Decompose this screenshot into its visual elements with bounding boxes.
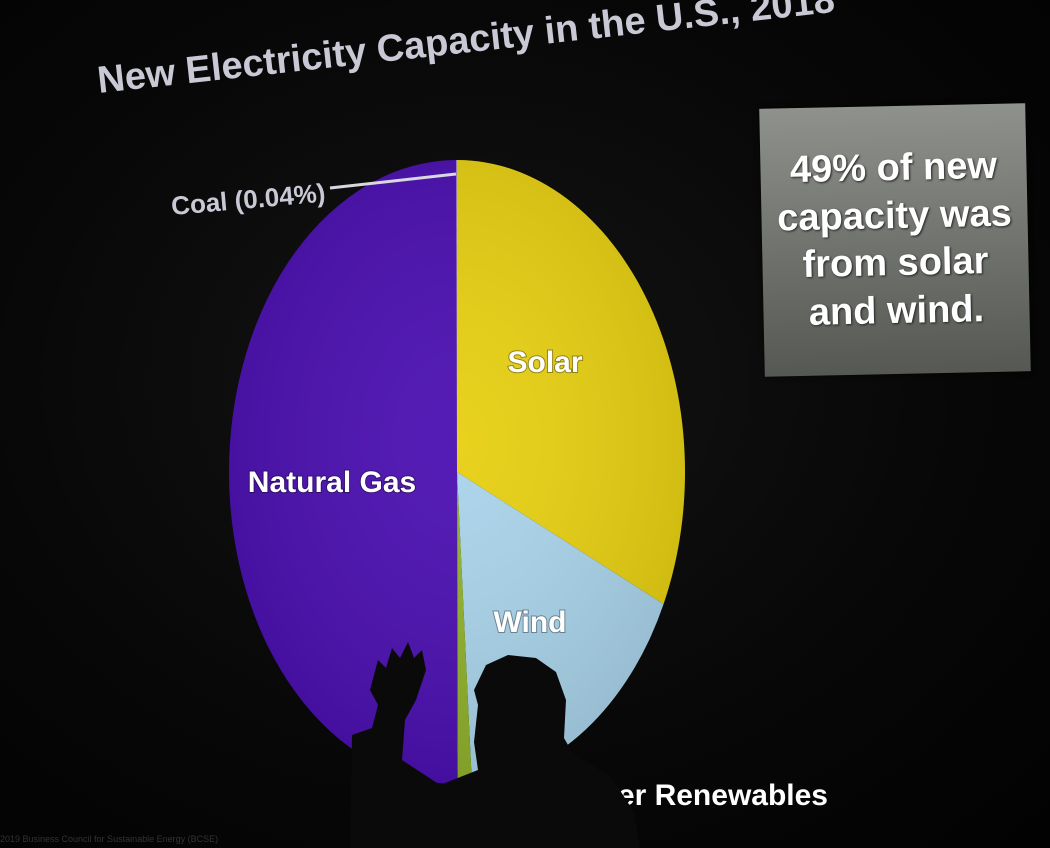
source-footnote: 2019 Business Council for Sustainable En… bbox=[0, 834, 219, 844]
slice-label-solar: Solar bbox=[507, 346, 582, 379]
slice-label-natural-gas: Natural Gas bbox=[248, 466, 416, 499]
pie-shading bbox=[229, 160, 685, 784]
coal-leader-line bbox=[329, 172, 457, 190]
slice-label-wind: Wind bbox=[493, 606, 566, 639]
